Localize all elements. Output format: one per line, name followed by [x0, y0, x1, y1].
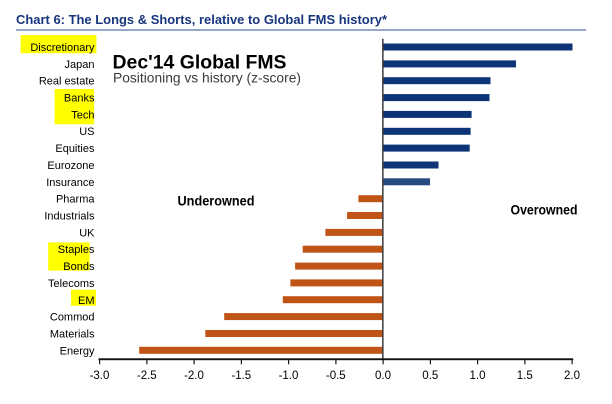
- svg-text:Eurozone: Eurozone: [47, 160, 94, 172]
- svg-text:Telecoms: Telecoms: [48, 278, 95, 290]
- svg-text:Materials: Materials: [50, 329, 95, 341]
- svg-text:Industrials: Industrials: [44, 211, 95, 223]
- svg-text:Bonds: Bonds: [63, 261, 95, 273]
- svg-text:Underowned: Underowned: [178, 193, 255, 208]
- svg-text:Dec'14 Global FMS: Dec'14 Global FMS: [113, 51, 287, 73]
- svg-text:-0.5: -0.5: [326, 370, 346, 382]
- svg-text:Insurance: Insurance: [46, 177, 94, 189]
- svg-text:0.0: 0.0: [375, 370, 391, 382]
- svg-text:Equities: Equities: [55, 143, 95, 155]
- svg-text:Positioning vs history (z-scor: Positioning vs history (z-score): [113, 70, 301, 86]
- svg-text:Japan: Japan: [65, 59, 95, 71]
- svg-text:1.0: 1.0: [470, 370, 486, 382]
- svg-text:US: US: [79, 126, 94, 138]
- svg-text:Chart 6: The Longs & Shorts, r: Chart 6: The Longs & Shorts, relative to…: [16, 12, 388, 27]
- svg-text:Overowned: Overowned: [511, 202, 578, 217]
- svg-text:UK: UK: [79, 227, 95, 239]
- svg-text:Banks: Banks: [64, 93, 95, 105]
- svg-text:Tech: Tech: [71, 109, 94, 121]
- svg-text:-1.0: -1.0: [279, 370, 299, 382]
- svg-text:2.0: 2.0: [564, 370, 580, 382]
- svg-text:Staples: Staples: [58, 244, 95, 256]
- svg-text:Pharma: Pharma: [56, 194, 95, 206]
- svg-text:0.5: 0.5: [422, 370, 438, 382]
- svg-text:-1.5: -1.5: [231, 370, 251, 382]
- svg-text:Discretionary: Discretionary: [30, 42, 95, 54]
- svg-text:EM: EM: [78, 295, 95, 307]
- svg-text:1.5: 1.5: [517, 370, 533, 382]
- svg-text:Real estate: Real estate: [39, 76, 95, 88]
- svg-text:Commod: Commod: [50, 312, 95, 324]
- svg-text:-3.0: -3.0: [90, 370, 110, 382]
- svg-text:-2.5: -2.5: [137, 370, 157, 382]
- svg-text:-2.0: -2.0: [184, 370, 204, 382]
- svg-text:Energy: Energy: [60, 345, 95, 357]
